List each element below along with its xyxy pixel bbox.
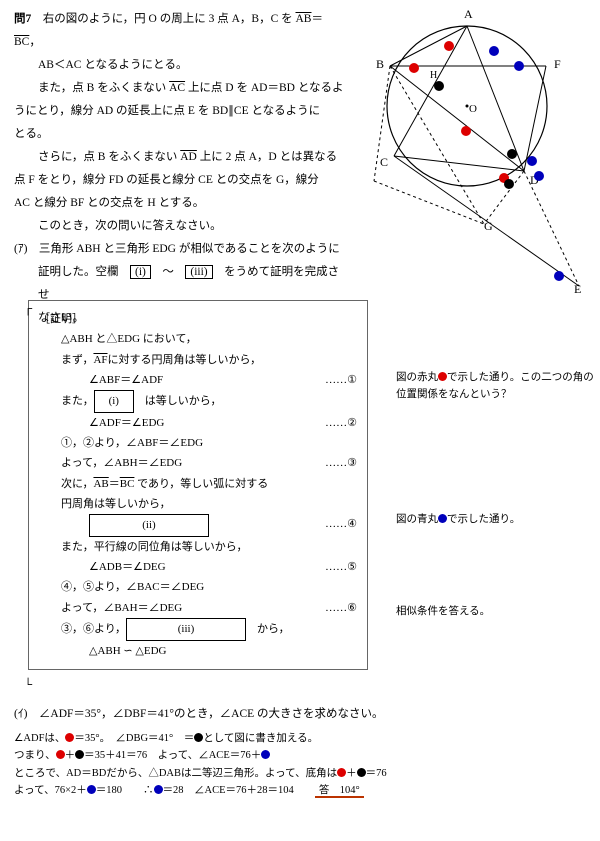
lbl-a: A	[464, 7, 473, 21]
lbl-o: O	[469, 103, 477, 115]
annot-red: 図の赤丸で示した通り。この二つの角の位置関係をなんという？	[396, 370, 596, 404]
box-corner-bl: └	[24, 676, 32, 694]
annot-similar: 相似条件を答える。	[396, 604, 596, 621]
proof-box: ［証明］ △ABH と△EDG において， まず，AFに対する円周角は等しいから…	[28, 300, 368, 670]
blue-dot-icon	[438, 514, 447, 523]
box-corner-tl: ┌	[24, 300, 32, 318]
lbl-b: B	[376, 57, 384, 71]
lbl-f: F	[554, 57, 561, 71]
problem-intro: 問7 右の図のように，円 O の周上に 3 点 A，B，C を AB＝BC， A…	[14, 8, 344, 330]
lbl-g: G	[484, 219, 493, 233]
lbl-c: C	[380, 155, 388, 169]
annot-blue: 図の青丸で示した通り。	[396, 512, 596, 529]
solution-calc: ∠ADFは、＝35°。 ∠DBG＝41° ＝として図に書き加える。 つまり、＋＝…	[14, 730, 574, 799]
final-answer: 答 104°	[315, 785, 364, 798]
sub-problem-i: (ｲ) ∠ADF＝35°，∠DBF＝41°のとき，∠ACE の大きさを求めなさい…	[14, 705, 564, 725]
lbl-e: E	[574, 282, 581, 296]
geometry-diagram: A B F C D O H G E	[354, 6, 594, 306]
red-dot-icon	[438, 372, 447, 381]
lbl-h: H	[430, 70, 437, 81]
problem-number: 問7	[14, 13, 31, 25]
